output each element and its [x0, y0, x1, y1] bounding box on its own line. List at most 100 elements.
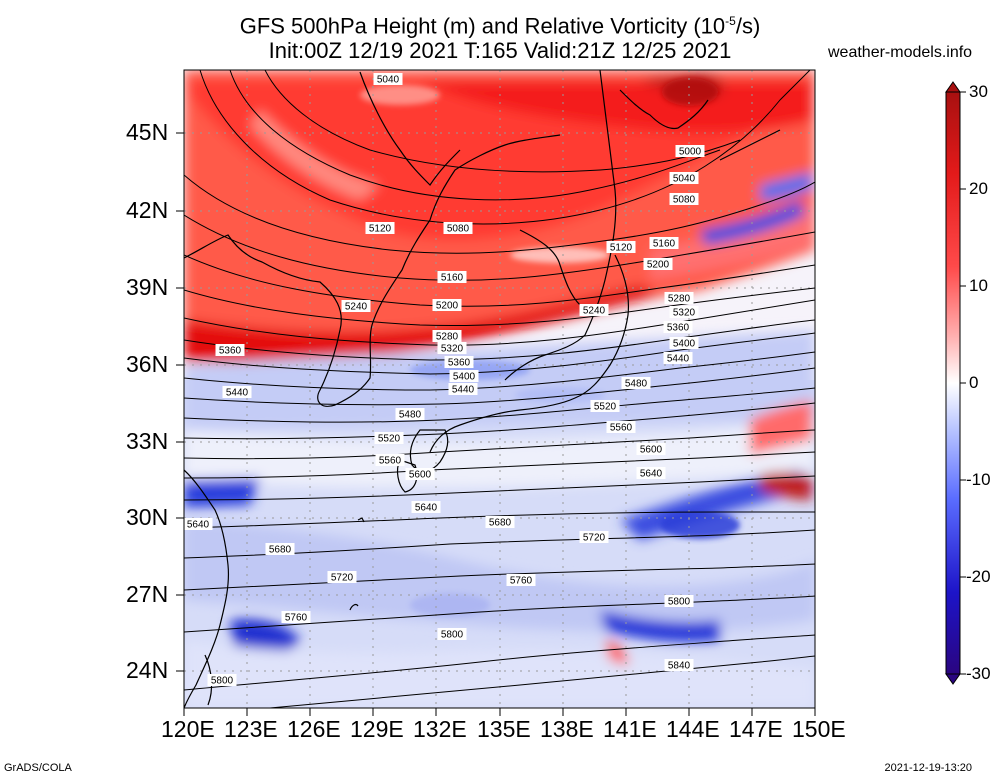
lon-label-132e: 132E	[413, 716, 467, 742]
lon-label-135e: 135E	[477, 716, 531, 742]
colorbar-label-10: 10	[969, 276, 988, 295]
contour-label-text: 5760	[285, 613, 308, 624]
contour-label: 5280	[432, 330, 462, 343]
contour-label: 5640	[411, 501, 441, 514]
contour-label: 5360	[663, 321, 693, 334]
contour-label-text: 5840	[668, 661, 691, 672]
lat-label-45n: 45N	[126, 119, 169, 145]
contour-label-text: 5720	[331, 573, 354, 584]
contour-label-text: 5440	[226, 388, 249, 399]
contour-label: 5200	[643, 258, 673, 271]
contour-label: 5080	[669, 193, 699, 206]
colorbar-label-minus-10: -10	[966, 470, 991, 489]
contour-label-text: 5720	[583, 533, 606, 544]
contour-label: 5440	[663, 352, 693, 365]
contour-label: 5760	[281, 611, 311, 624]
contour-label-text: 5640	[415, 503, 438, 514]
contour-label-text: 5360	[667, 323, 690, 334]
contour-label: 5320	[437, 342, 467, 355]
lon-label-138e: 138E	[540, 716, 594, 742]
contour-label-text: 5480	[399, 410, 422, 421]
lon-label-120e: 120E	[161, 716, 215, 742]
contour-label: 5760	[506, 574, 536, 587]
contour-label: 5640	[183, 518, 213, 531]
contour-label: 5360	[215, 344, 245, 357]
lat-label-24n: 24N	[126, 657, 169, 683]
contour-label-text: 5600	[640, 445, 663, 456]
contour-label: 5200	[432, 299, 462, 312]
contour-label-text: 5360	[448, 358, 471, 369]
lat-label-33n: 33N	[126, 428, 169, 454]
contour-label: 5320	[669, 306, 699, 319]
contour-label-text: 5360	[219, 346, 242, 357]
lat-label-42n: 42N	[126, 197, 169, 223]
contour-label: 5400	[669, 337, 699, 350]
contour-label-text: 5040	[377, 75, 400, 86]
contour-label: 5160	[437, 271, 467, 284]
contour-label: 5440	[222, 386, 252, 399]
contour-label: 5800	[437, 628, 467, 641]
contour-label-text: 5640	[187, 520, 210, 531]
contour-label-text: 5800	[668, 597, 691, 608]
contour-label-text: 5520	[594, 402, 617, 413]
contour-label-text: 5200	[436, 301, 459, 312]
axis-ticks	[176, 132, 816, 716]
contour-label: 5560	[375, 454, 405, 467]
lon-label-123e: 123E	[224, 716, 278, 742]
contour-label: 5800	[207, 674, 237, 687]
contour-label-text: 5160	[653, 239, 676, 250]
contour-label-text: 5000	[679, 147, 702, 158]
contour-label-text: 5400	[453, 372, 476, 383]
contour-label: 5240	[579, 304, 609, 317]
contour-label-text: 5280	[668, 294, 691, 305]
contour-label-text: 5600	[409, 470, 432, 481]
colorbar-label-20: 20	[969, 179, 988, 198]
contour-label-text: 5080	[447, 224, 470, 235]
colorbar	[945, 81, 966, 685]
contour-label-text: 5320	[673, 308, 696, 319]
contour-label: 5520	[374, 432, 404, 445]
contour-label: 5840	[664, 659, 694, 672]
contour-label: 5160	[649, 237, 679, 250]
contour-label-text: 5240	[583, 306, 606, 317]
lon-label-141e: 141E	[603, 716, 657, 742]
lat-label-39n: 39N	[126, 274, 169, 300]
colorbar-label-minus-30: -30	[966, 664, 991, 683]
contour-label-text: 5200	[647, 260, 670, 271]
contour-label-text: 5120	[369, 224, 392, 235]
contour-label: 5280	[664, 292, 694, 305]
coastlines	[184, 70, 781, 708]
map-title-line-2: Init:00Z 12/19 2021 T:165 Valid:21Z 12/2…	[268, 38, 732, 63]
colorbar-label-30: 30	[969, 82, 988, 101]
contour-label: 5680	[265, 543, 295, 556]
contour-label-text: 5280	[436, 332, 459, 343]
contour-label-text: 5040	[673, 174, 696, 185]
contour-label: 5600	[636, 443, 666, 456]
footer-timestamp: 2021-12-19-13:20	[884, 762, 972, 774]
title-exponent: -5	[725, 14, 736, 28]
contour-label-text: 5400	[673, 339, 696, 350]
contour-label: 5600	[405, 468, 435, 481]
contour-label: 5800	[664, 595, 694, 608]
lon-label-126e: 126E	[287, 716, 341, 742]
contour-label-text: 5440	[452, 385, 475, 396]
contour-label-text: 5120	[610, 243, 633, 254]
contour-label-text: 5520	[378, 434, 401, 445]
contour-label-text: 5480	[625, 379, 648, 390]
contour-label-text: 5800	[211, 676, 234, 687]
contour-label: 5000	[675, 145, 705, 158]
title-main-text: GFS 500hPa Height (m) and Relative Vorti…	[239, 13, 726, 39]
contour-label-text: 5800	[441, 630, 464, 641]
contour-label: 5720	[327, 571, 357, 584]
colorbar-label-minus-20: -20	[966, 567, 991, 586]
contour-label: 5080	[443, 222, 473, 235]
contour-label: 5360	[444, 356, 474, 369]
contour-label-text: 5760	[510, 576, 533, 587]
contour-label-text: 5680	[269, 545, 292, 556]
contour-label: 5040	[373, 73, 403, 86]
lat-label-27n: 27N	[126, 581, 169, 607]
footer-software-credit: GrADS/COLA	[4, 762, 72, 774]
contour-label-text: 5440	[667, 354, 690, 365]
lon-label-150e: 150E	[792, 716, 846, 742]
contour-label: 5120	[365, 222, 395, 235]
